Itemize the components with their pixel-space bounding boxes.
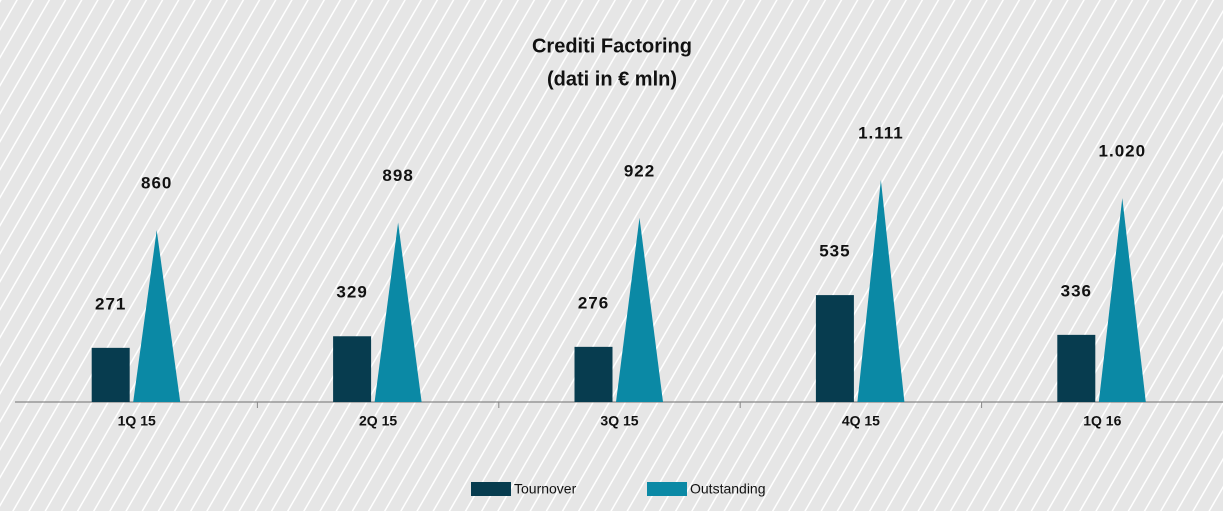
x-tick-label: 3Q 15 — [600, 413, 638, 429]
value-label: 922 — [624, 161, 655, 180]
bar — [815, 295, 854, 402]
triangle-bar — [616, 217, 663, 402]
x-tick-label: 1Q 15 — [118, 413, 156, 429]
value-label: 898 — [382, 166, 413, 185]
chart-title: Crediti Factoring — [532, 35, 692, 57]
x-tick-label: 2Q 15 — [359, 413, 397, 429]
value-label: 535 — [819, 242, 850, 261]
value-label: 336 — [1061, 281, 1092, 300]
bar — [1057, 334, 1096, 402]
legend-swatch — [471, 482, 511, 496]
value-label: 860 — [141, 174, 172, 193]
triangle-bar — [133, 230, 181, 402]
bar — [574, 346, 613, 402]
value-label: 271 — [95, 294, 126, 313]
bar — [91, 347, 130, 402]
legend-label: Tournover — [514, 481, 577, 497]
legend-swatch — [647, 482, 687, 496]
legend-label: Outstanding — [690, 481, 766, 497]
bar — [333, 336, 372, 402]
chart-subtitle: (dati in € mln) — [547, 68, 677, 90]
triangle-bar — [857, 180, 905, 402]
triangle-bar — [374, 222, 422, 402]
value-label: 276 — [578, 293, 609, 312]
x-tick-label: 4Q 15 — [842, 413, 880, 429]
value-label: 1.111 — [858, 123, 904, 142]
x-tick-label: 1Q 16 — [1083, 413, 1121, 429]
value-label: 1.020 — [1099, 142, 1147, 161]
triangle-bar — [1098, 198, 1146, 402]
value-label: 329 — [336, 283, 367, 302]
